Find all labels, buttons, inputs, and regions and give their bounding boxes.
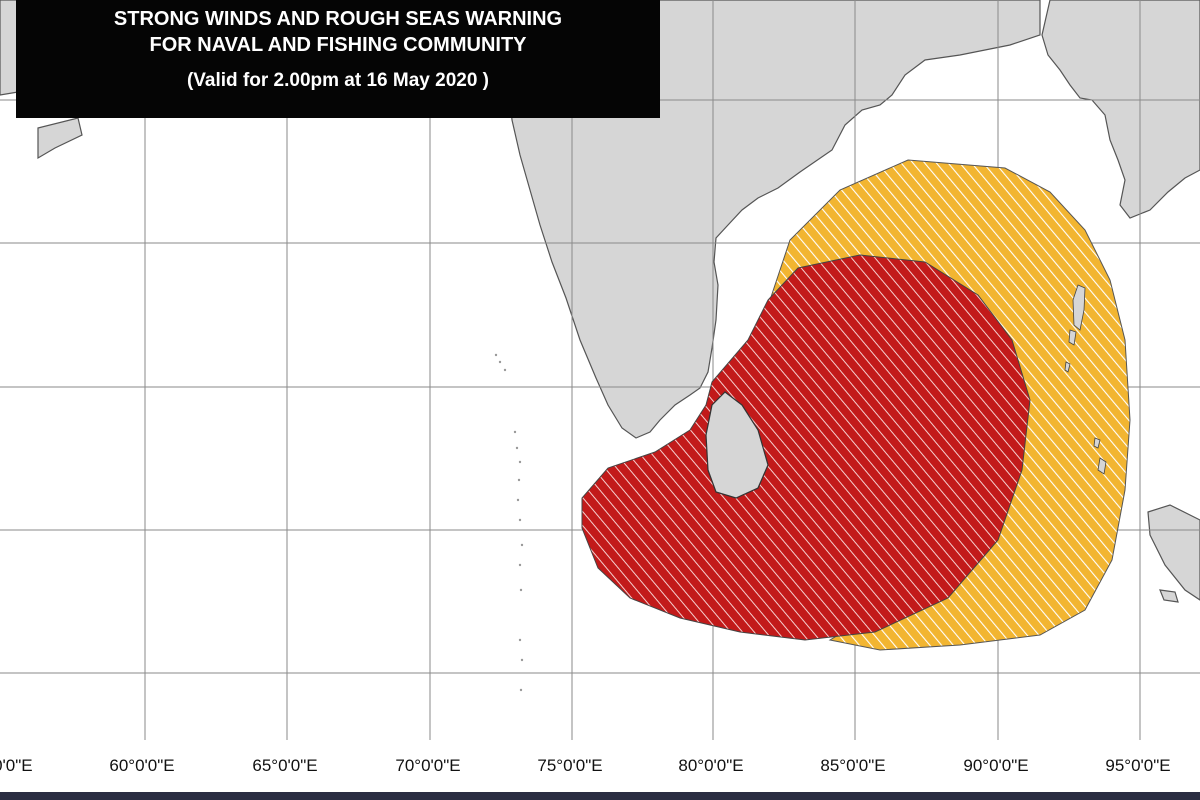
sumatra-islet	[1159, 589, 1179, 603]
bottom-bar	[0, 792, 1200, 800]
longitude-labels: 55°0'0"E 60°0'0"E 65°0'0"E 70°0'0"E 75°0…	[0, 756, 1171, 775]
sumatra-landmass	[1147, 504, 1200, 601]
lon-label-60: 60°0'0"E	[109, 756, 174, 775]
warning-title-box: STRONG WINDS AND ROUGH SEAS WARNING FOR …	[16, 0, 660, 118]
lon-label-80: 80°0'0"E	[678, 756, 743, 775]
lon-label-65: 65°0'0"E	[252, 756, 317, 775]
sri-lanka-landmass	[705, 391, 769, 499]
warning-validity: (Valid for 2.00pm at 16 May 2020 )	[186, 70, 490, 91]
lon-label-90: 90°0'0"E	[963, 756, 1028, 775]
andaman-islands	[1064, 284, 1107, 475]
warning-title-line-1: STRONG WINDS AND ROUGH SEAS WARNING	[113, 8, 563, 30]
lon-label-55: 55°0'0"E	[0, 756, 33, 775]
maldives-islands	[494, 353, 524, 692]
lon-label-70: 70°0'0"E	[395, 756, 460, 775]
lon-label-85: 85°0'0"E	[820, 756, 885, 775]
lon-label-95: 95°0'0"E	[1105, 756, 1170, 775]
socotra-landmass	[37, 117, 83, 160]
warning-title-line-2: FOR NAVAL AND FISHING COMMUNITY	[149, 34, 527, 56]
lon-label-75: 75°0'0"E	[537, 756, 602, 775]
myanmar-landmass	[1041, 0, 1200, 219]
